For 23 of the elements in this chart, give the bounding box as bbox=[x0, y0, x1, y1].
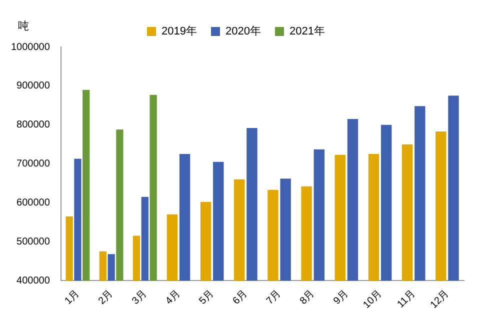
y-tick-label: 700000 bbox=[16, 158, 50, 170]
x-tick-label: 3月 bbox=[130, 288, 149, 307]
x-tick-label: 2月 bbox=[96, 288, 116, 307]
x-tick-label: 7月 bbox=[264, 288, 284, 307]
y-tick-label: 500000 bbox=[16, 236, 50, 248]
y-tick-label: 900000 bbox=[16, 80, 50, 92]
x-tick-label: 1月 bbox=[63, 288, 82, 307]
x-tick-label: 12月 bbox=[428, 288, 452, 311]
y-tick-label: 400000 bbox=[16, 275, 50, 286]
x-tick-label: 9月 bbox=[332, 288, 351, 307]
y-tick-label: 800000 bbox=[16, 120, 50, 131]
x-tick-label: 10月 bbox=[361, 288, 384, 311]
x-tick-label: 11月 bbox=[395, 288, 418, 310]
y-axis-title: 吨 bbox=[18, 20, 29, 33]
x-tick-label: 5月 bbox=[197, 288, 216, 307]
x-tick-label: 8月 bbox=[298, 288, 317, 307]
legend-label: 2019年 bbox=[162, 26, 198, 38]
x-tick-label: 4月 bbox=[164, 288, 183, 307]
x-tick-label: 6月 bbox=[230, 288, 250, 307]
legend-label: 2020年 bbox=[226, 26, 261, 38]
legend-label: 2021年 bbox=[289, 26, 325, 38]
y-tick-label: 1000000 bbox=[10, 42, 50, 53]
y-tick-label: 600000 bbox=[16, 197, 50, 208]
